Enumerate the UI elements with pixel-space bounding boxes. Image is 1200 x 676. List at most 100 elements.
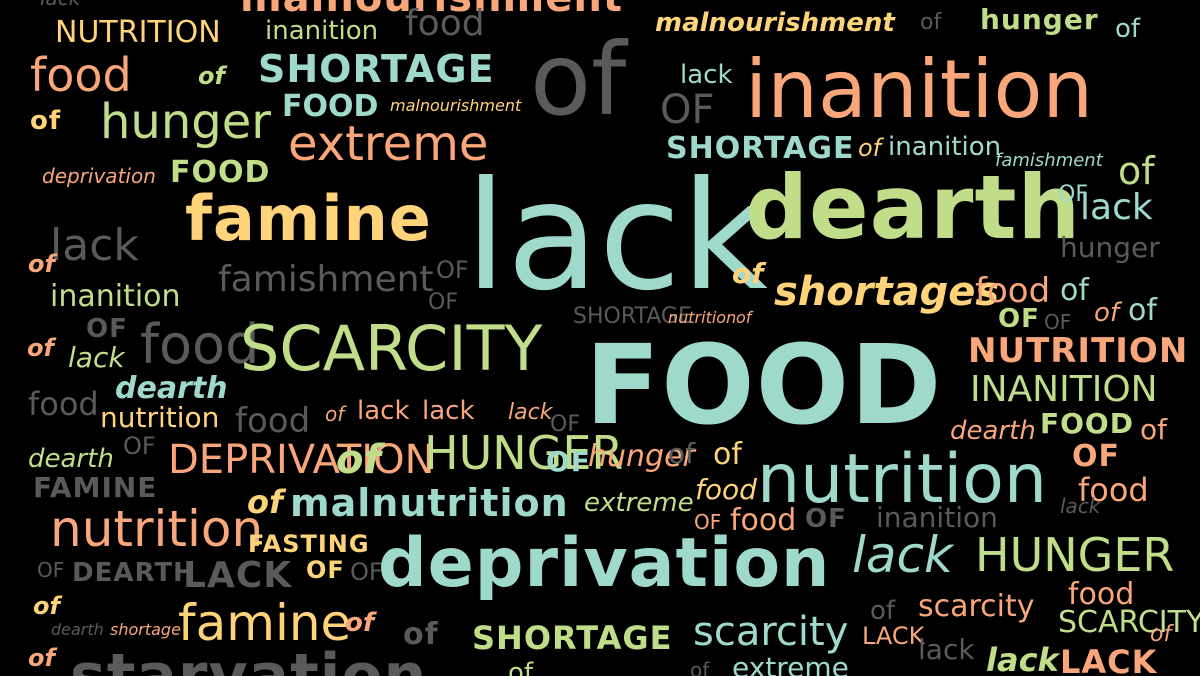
cloud-word: SHORTAGE	[666, 131, 855, 166]
cloud-word: of	[1128, 293, 1157, 328]
cloud-word: HUNGER	[975, 528, 1175, 582]
cloud-word: SCARCITY	[1058, 605, 1200, 640]
cloud-word: OF	[550, 412, 580, 437]
cloud-word: OF	[350, 558, 383, 586]
cloud-word: lack	[508, 400, 553, 425]
cloud-word: of	[736, 308, 752, 327]
cloud-word: of	[247, 483, 283, 521]
cloud-word: dearth	[115, 371, 228, 406]
cloud-word: food	[405, 3, 485, 44]
cloud-word: food	[1078, 471, 1149, 509]
cloud-word: of	[732, 257, 764, 290]
cloud-word: inanition	[876, 501, 998, 534]
cloud-word: OF	[86, 314, 128, 344]
cloud-word: dearth	[51, 620, 104, 639]
cloud-word: of	[33, 592, 60, 620]
cloud-word: OF	[660, 87, 715, 133]
cloud-word: FOOD	[1040, 407, 1134, 440]
cloud-word: lack	[465, 150, 768, 324]
cloud-word: inanition	[745, 43, 1094, 136]
cloud-word: food	[28, 385, 99, 423]
cloud-word: shortage	[110, 620, 181, 639]
cloud-word: OF	[1072, 439, 1120, 474]
cloud-word: of	[1060, 273, 1089, 308]
cloud-word: lack	[68, 341, 125, 374]
cloud-word: of	[530, 21, 627, 138]
cloud-word: lack	[918, 633, 975, 666]
cloud-word: extreme	[732, 651, 849, 676]
cloud-word: OF	[428, 290, 458, 315]
cloud-word: FOOD	[282, 89, 379, 124]
cloud-word: NUTRITION	[55, 15, 221, 50]
cloud-word: famine	[185, 182, 432, 255]
cloud-word: LACK	[1060, 643, 1158, 676]
cloud-word: of	[1140, 413, 1167, 446]
cloud-word: scarcity	[918, 589, 1035, 624]
cloud-word: DEARTH	[72, 558, 196, 588]
cloud-word: of	[198, 62, 225, 90]
cloud-word: food	[730, 503, 797, 538]
cloud-word: SHORTAGE	[472, 619, 673, 657]
cloud-word: famishment	[218, 259, 434, 300]
cloud-word: OF	[546, 445, 591, 478]
cloud-word: food	[1068, 577, 1135, 612]
cloud-word: extreme	[288, 116, 489, 172]
cloud-word: food	[975, 271, 1051, 311]
cloud-word: FOOD	[585, 321, 943, 449]
cloud-word: OF	[805, 504, 847, 534]
cloud-word: food	[140, 313, 260, 376]
cloud-word: famine	[178, 594, 352, 652]
cloud-word: dearth	[745, 156, 1082, 259]
cloud-word: of	[858, 134, 882, 162]
cloud-word: SCARCITY	[240, 312, 543, 385]
cloud-word: SHORTAGE	[258, 47, 495, 91]
cloud-word: food	[235, 401, 311, 441]
cloud-word: HUNGER	[424, 426, 624, 480]
cloud-word: OF	[1044, 310, 1072, 334]
cloud-word: of	[1094, 298, 1120, 328]
cloud-word: lack	[357, 396, 410, 426]
cloud-word: of	[28, 644, 55, 672]
cloud-word: lack	[852, 526, 953, 584]
cloud-word: inanition	[265, 16, 379, 46]
cloud-word: famishment	[995, 150, 1103, 171]
cloud-word: NUTRITION	[968, 331, 1189, 371]
cloud-word: malnutrition	[290, 481, 569, 525]
cloud-word: lack	[422, 396, 475, 426]
cloud-word: hunger	[100, 94, 271, 150]
cloud-word: hunger	[588, 439, 695, 474]
cloud-word: LACK	[862, 622, 925, 650]
cloud-word: lack	[1060, 494, 1101, 518]
cloud-word: of	[1118, 149, 1155, 193]
cloud-word: of	[30, 106, 62, 136]
cloud-word: lack	[50, 220, 139, 271]
cloud-word: OF	[37, 558, 65, 582]
cloud-word: of	[325, 402, 345, 426]
cloud-word: FOOD	[170, 155, 271, 190]
cloud-word: FAMINE	[33, 471, 158, 504]
cloud-word: nutrition	[668, 308, 737, 327]
cloud-word: lack	[986, 641, 1059, 676]
cloud-word: malnourishment	[655, 8, 895, 38]
cloud-word: OF	[998, 304, 1040, 334]
cloud-word: of	[28, 250, 55, 278]
cloud-word: hunger	[1060, 231, 1160, 264]
cloud-word: of	[508, 658, 534, 676]
cloud-word: OF	[306, 556, 345, 584]
cloud-word: deprivation	[378, 524, 831, 603]
cloud-word: shortages	[774, 269, 1000, 315]
cloud-word: scarcity	[693, 609, 849, 655]
cloud-word: hunger	[980, 3, 1099, 36]
cloud-word: of	[690, 658, 710, 676]
cloud-word: food	[30, 48, 132, 102]
cloud-word: dearth	[950, 416, 1036, 446]
cloud-word: nutrition	[757, 440, 1047, 519]
cloud-word: DEPRIVATION	[168, 437, 435, 483]
cloud-word: SHORTAGE	[573, 304, 692, 329]
cloud-word: OF	[436, 256, 469, 284]
cloud-word: of	[920, 10, 942, 35]
cloud-word: deprivation	[42, 164, 156, 188]
cloud-word: starvation	[70, 641, 428, 676]
cloud-word: inanition	[50, 279, 181, 314]
